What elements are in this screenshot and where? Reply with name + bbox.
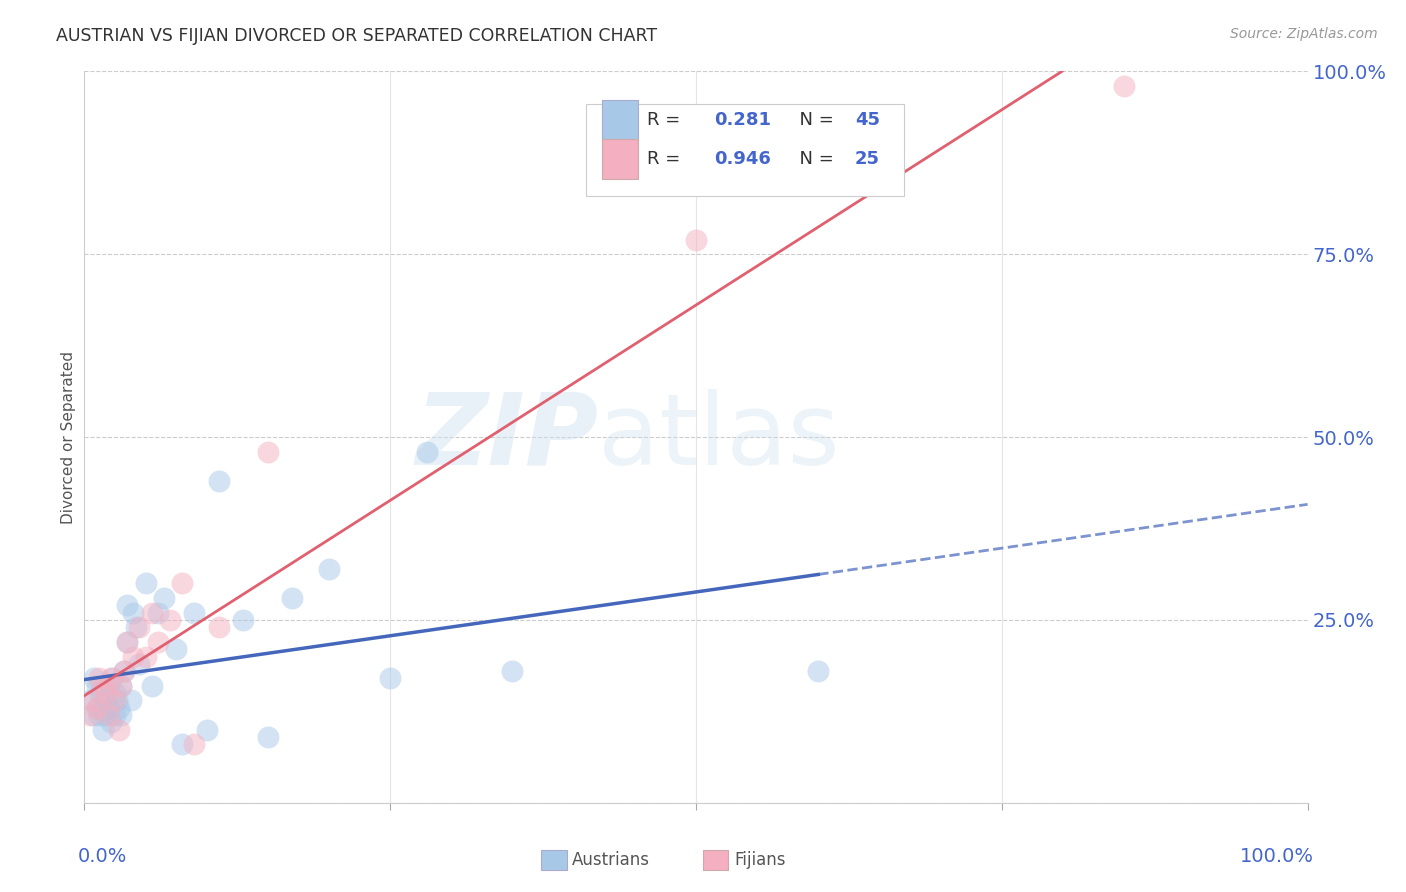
Point [125, 620, 148, 634]
Bar [602, 100, 638, 140]
Point [172, 576, 194, 591]
Point [208, 620, 231, 634]
Point [115, 599, 138, 613]
Text: N =: N = [787, 111, 839, 128]
Point [380, 672, 402, 686]
Point [128, 620, 150, 634]
Point [89, 686, 111, 700]
Point [115, 635, 138, 649]
Point [104, 693, 127, 707]
Point [183, 606, 205, 620]
Point [100, 672, 122, 686]
Text: N =: N = [787, 151, 839, 169]
Point [318, 562, 340, 576]
Text: 45: 45 [855, 111, 880, 128]
Point [94, 708, 117, 723]
Point [128, 657, 150, 671]
Point [122, 649, 145, 664]
Point [91, 700, 114, 714]
Point [172, 737, 194, 751]
Point [807, 664, 830, 678]
Point [685, 233, 707, 247]
Point [120, 693, 142, 707]
Point [82, 708, 104, 723]
Y-axis label: Divorced or Separated: Divorced or Separated [60, 351, 76, 524]
Point [107, 700, 129, 714]
Text: 0.0%: 0.0% [79, 847, 128, 866]
Point [135, 576, 157, 591]
Point [100, 715, 122, 730]
Text: AUSTRIAN VS FIJIAN DIVORCED OR SEPARATED CORRELATION CHART: AUSTRIAN VS FIJIAN DIVORCED OR SEPARATED… [56, 27, 658, 45]
Point [97, 708, 120, 723]
Point [110, 708, 132, 723]
Point [146, 606, 169, 620]
Point [87, 708, 110, 723]
Point [257, 444, 280, 458]
Point [257, 730, 280, 744]
Point [281, 591, 304, 605]
Point [91, 723, 114, 737]
Text: 25: 25 [855, 151, 880, 169]
Point [1114, 78, 1136, 93]
Text: 0.946: 0.946 [714, 151, 772, 169]
Point [110, 679, 132, 693]
Point [91, 679, 114, 693]
Point [110, 679, 132, 693]
Text: Source: ZipAtlas.com: Source: ZipAtlas.com [1230, 27, 1378, 41]
Point [159, 613, 181, 627]
Point [141, 606, 163, 620]
Point [146, 635, 169, 649]
Text: atlas: atlas [598, 389, 839, 485]
Text: Fijians: Fijians [734, 851, 786, 869]
Point [79, 708, 101, 723]
Text: ZIP: ZIP [415, 389, 598, 485]
Point [83, 672, 105, 686]
FancyBboxPatch shape [586, 104, 904, 195]
Point [97, 700, 120, 714]
Point [195, 723, 218, 737]
Point [183, 737, 205, 751]
Point [86, 700, 108, 714]
Point [107, 723, 129, 737]
Point [96, 693, 118, 707]
Text: R =: R = [647, 151, 686, 169]
Point [97, 679, 120, 693]
Point [208, 474, 231, 488]
Point [86, 700, 108, 714]
Point [115, 635, 138, 649]
Text: Austrians: Austrians [572, 851, 650, 869]
Text: 100.0%: 100.0% [1240, 847, 1313, 866]
Point [105, 693, 128, 707]
Point [96, 686, 118, 700]
Point [502, 664, 524, 678]
Point [101, 672, 124, 686]
Text: R =: R = [647, 111, 686, 128]
Point [79, 693, 101, 707]
Point [87, 672, 110, 686]
Bar [602, 139, 638, 179]
Point [141, 679, 163, 693]
Point [104, 708, 127, 723]
Point [153, 591, 176, 605]
Point [135, 649, 157, 664]
Point [165, 642, 187, 657]
Point [416, 444, 439, 458]
Point [232, 613, 254, 627]
Point [86, 679, 108, 693]
Point [82, 693, 104, 707]
Point [112, 664, 135, 678]
Point [122, 606, 145, 620]
Text: 0.281: 0.281 [714, 111, 772, 128]
Point [104, 686, 127, 700]
Point [112, 664, 135, 678]
